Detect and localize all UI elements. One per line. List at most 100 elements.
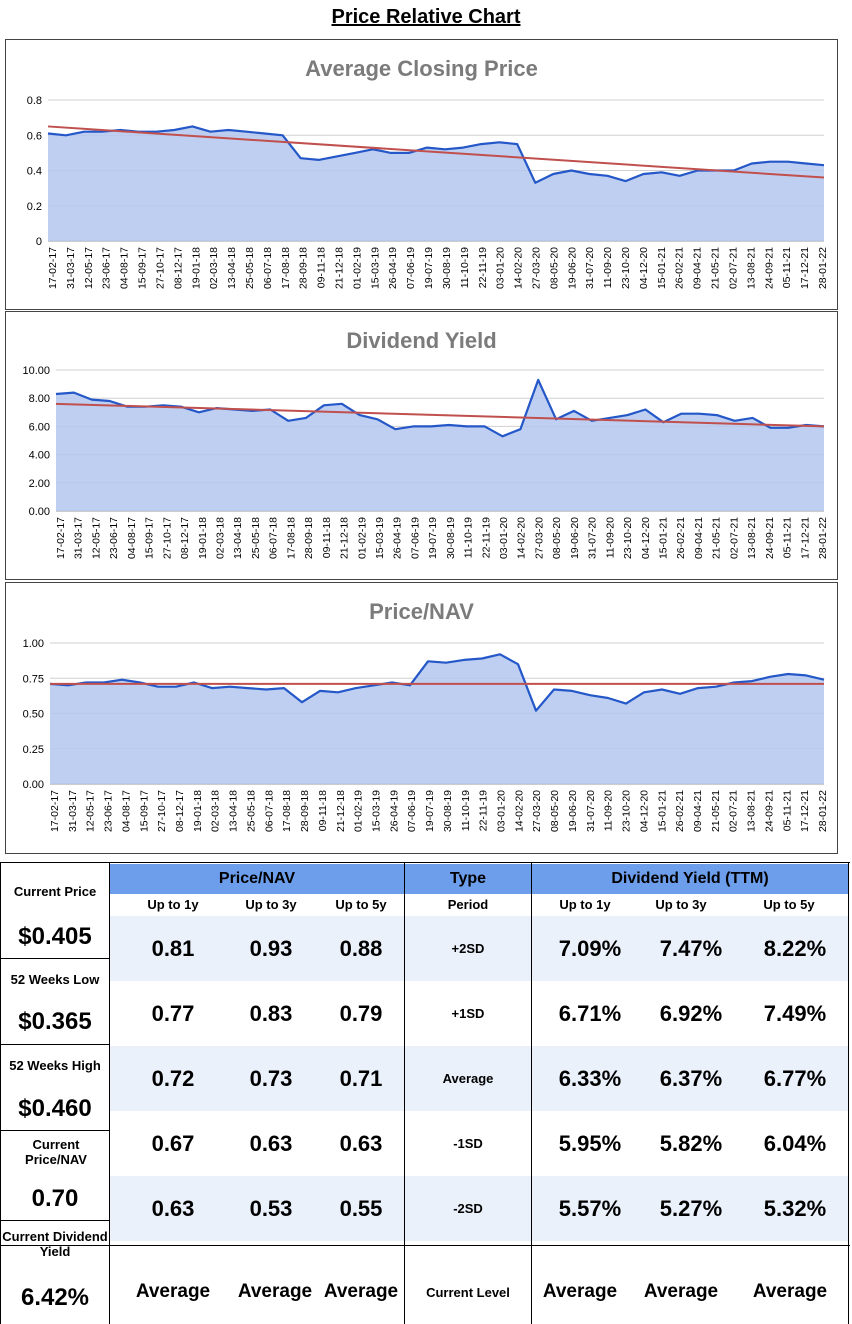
52-week-high-value: $0.460	[18, 1095, 92, 1122]
x-tick-label: 17-12-21	[799, 517, 811, 559]
x-tick-label: 15-01-21	[658, 517, 670, 559]
x-tick-label: 26-02-21	[674, 247, 686, 289]
pnav-value--1SD-0: 0.67	[151, 1130, 195, 1156]
x-tick-label: 31-03-17	[73, 517, 85, 559]
x-tick-label: 27-10-17	[154, 247, 166, 289]
x-tick-label: 03-01-20	[496, 790, 508, 832]
x-tick-label: 21-05-21	[710, 790, 722, 832]
dy-value--1SD-1: 5.82%	[659, 1130, 723, 1156]
x-tick-label: 26-04-19	[387, 247, 399, 289]
chart-title: Price/NAV	[369, 599, 474, 624]
x-tick-label: 14-02-20	[513, 790, 525, 832]
x-tick-label: 03-01-20	[495, 247, 507, 289]
dy-value-Average-2: 6.77%	[763, 1065, 827, 1091]
trend-line	[55, 402, 825, 428]
x-tick-label: 25-05-18	[250, 517, 262, 559]
type-label: -1SD	[453, 1136, 483, 1151]
average-closing-price-svg: Average Closing Price 0 0.2 0.4 0.6 0.8 17-02-…	[27, 56, 829, 289]
dy-value-+2SD-2: 8.22%	[763, 935, 827, 961]
x-tick-label: 13-08-21	[745, 247, 757, 289]
current-price-nav-label: Current Price/NAV	[25, 1137, 87, 1167]
x-tick-label: 26-04-19	[388, 790, 400, 832]
y-tick-label: 0.00	[23, 779, 44, 791]
x-tick-label: 19-01-18	[190, 247, 202, 289]
x-tick-label: 21-05-21	[711, 517, 723, 559]
chart-dividend-yield: Dividend Yield 0.00 2.00 4.00 6.00 8.00 10.00 1…	[5, 311, 838, 580]
x-tick-label: 22-11-19	[480, 517, 492, 558]
dy-value-+1SD-2: 7.49%	[763, 1000, 827, 1026]
row-band	[110, 916, 848, 981]
y-tick-label: 0.75	[23, 673, 44, 685]
row-band	[110, 1046, 848, 1111]
pnav-sub-5y: Up to 5y	[335, 896, 387, 912]
x-tick-label: 19-07-19	[424, 790, 436, 832]
x-tick-label: 04-08-17	[120, 790, 132, 832]
y-tick-label: 0.6	[27, 130, 42, 142]
left-divider-3	[0, 1130, 110, 1131]
x-tick-label: 28-09-18	[299, 790, 311, 832]
x-tick-label: 08-05-20	[548, 247, 560, 289]
x-tick-label: 01-02-19	[353, 790, 365, 832]
pnav-sub-3y: Up to 3y	[245, 896, 297, 912]
pnav-sub-1y: Up to 1y	[147, 896, 199, 912]
x-tick-label: 12-05-17	[85, 790, 97, 832]
dy-value--1SD-0: 5.95%	[558, 1130, 622, 1156]
x-tick-label: 17-02-17	[49, 790, 61, 832]
x-tick-label: 30-08-19	[441, 247, 453, 289]
x-tick-label: 02-03-18	[208, 247, 220, 289]
y-tick-label: 6.00	[29, 421, 50, 433]
pnav-value-Average-2: 0.71	[339, 1065, 383, 1091]
current-dividend-yield-value: 6.42%	[20, 1284, 90, 1311]
x-tick-label: 28-09-18	[303, 517, 315, 559]
x-tick-label: 17-12-21	[799, 790, 811, 832]
52-week-low-label: 52 Weeks Low	[10, 971, 100, 987]
pnav-value--1SD-2: 0.63	[339, 1130, 383, 1156]
dy-value-Average-0: 6.33%	[558, 1065, 622, 1091]
x-tick-label: 02-03-18	[214, 517, 226, 559]
x-tick-label: 05-11-21	[782, 517, 794, 558]
dividend-yield-header: Dividend Yield (TTM)	[532, 864, 848, 894]
x-tick-label: 05-11-21	[781, 790, 793, 831]
x-tick-label: 11-10-19	[463, 517, 475, 558]
x-tick-label: 27-10-17	[156, 790, 168, 832]
current-level-pnav-1y: Average	[135, 1281, 211, 1302]
current-level-label: Current Level	[426, 1284, 510, 1300]
x-tick-label: 09-11-18	[317, 790, 329, 831]
x-tick-label: 09-04-21	[692, 790, 704, 832]
x-tick-label: 17-02-17	[55, 517, 67, 559]
y-tick-label: 0.8	[27, 95, 42, 107]
period-label: Period	[447, 896, 489, 912]
current-level-dy-1y: Average	[542, 1281, 618, 1302]
chart-title: Dividend Yield	[346, 328, 496, 353]
x-tick-label: 08-12-17	[172, 247, 184, 289]
table-divider-type-right	[531, 862, 532, 1324]
y-tick-label: 0.25	[23, 744, 44, 756]
pnav-value--2SD-2: 0.55	[339, 1195, 383, 1221]
series-area	[56, 379, 824, 511]
pnav-value-+1SD-1: 0.83	[249, 1000, 293, 1026]
x-tick-label: 11-10-19	[460, 790, 472, 831]
left-divider-2	[0, 1044, 110, 1045]
table-border-top	[0, 862, 850, 863]
x-tick-label: 31-07-20	[584, 247, 596, 289]
dy-value--1SD-2: 6.04%	[763, 1130, 827, 1156]
x-tick-label: 06-07-18	[263, 790, 275, 832]
x-tick-label: 04-12-20	[638, 247, 650, 289]
x-tick-label: 15-01-21	[656, 790, 668, 832]
current-price-nav-value: 0.70	[31, 1185, 79, 1212]
pnav-value--2SD-1: 0.53	[249, 1195, 293, 1221]
table-divider-current-level	[0, 1245, 850, 1246]
dy-value--2SD-2: 5.32%	[763, 1195, 827, 1221]
series-line	[47, 125, 825, 184]
x-tick-label: 24-09-21	[763, 247, 775, 289]
x-tick-label: 23-06-17	[108, 517, 120, 559]
x-tick-label: 04-08-17	[119, 247, 131, 289]
x-tick-label: 02-07-21	[728, 517, 740, 559]
current-level-dy-3y: Average	[643, 1281, 719, 1302]
series-line	[49, 653, 825, 712]
x-tick-label: 27-10-17	[161, 517, 173, 559]
x-tick-label: 23-10-20	[622, 517, 634, 559]
type-label: Average	[442, 1071, 494, 1086]
current-level-dy-5y: Average	[752, 1281, 828, 1302]
table-divider-left	[109, 862, 110, 1324]
